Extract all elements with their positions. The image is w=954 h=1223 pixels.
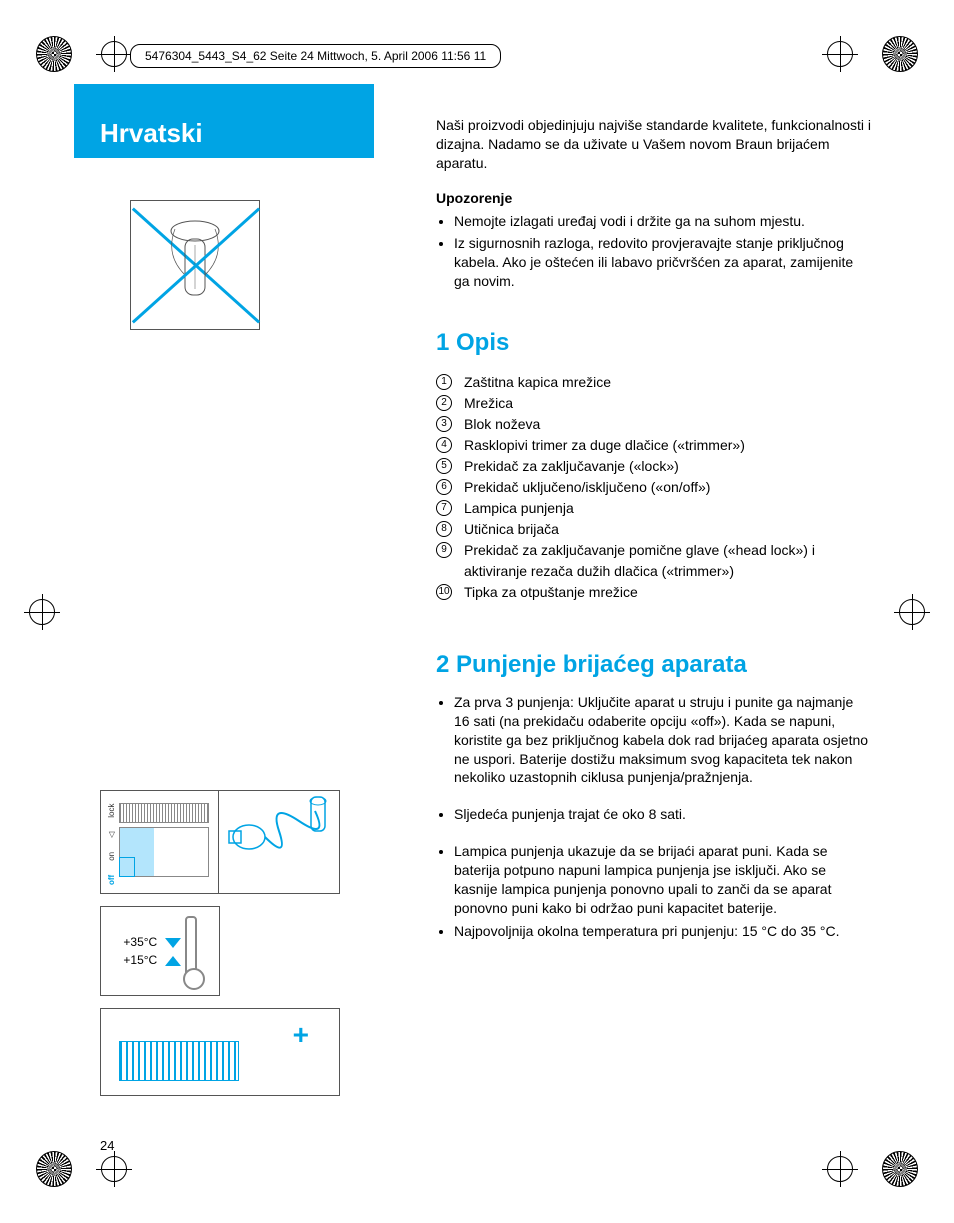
- crop-mark: [882, 1151, 918, 1187]
- description-item: 4 Rasklopivi trimer za duge dlačice («tri…: [436, 435, 872, 456]
- item-number: 9: [436, 542, 452, 558]
- item-number: 5: [436, 458, 452, 474]
- thermometer-icon: [185, 916, 197, 986]
- description-item: 2 Mrežica: [436, 393, 872, 414]
- figures-column: off on ◁ lock: [100, 200, 350, 342]
- item-text: Zaštitna kapica mrežice: [464, 372, 872, 393]
- charging-item: Sljedeća punjenja trajat će oko 8 sati.: [454, 805, 872, 824]
- warning-item: Nemojte izlagati uređaj vodi i držite ga…: [454, 212, 872, 231]
- arrow-up-icon: [165, 956, 181, 966]
- charge-led-figure: +: [100, 1008, 340, 1096]
- item-number: 8: [436, 521, 452, 537]
- item-text: Rasklopivi trimer za duge dlačice («trim…: [464, 435, 872, 456]
- crop-mark: [36, 1151, 72, 1187]
- warning-item: Iz sigurnosnih razloga, redovito provjer…: [454, 234, 872, 291]
- no-water-figure: [130, 200, 260, 330]
- main-content: Naši proizvodi objedinjuju najviše stand…: [436, 116, 872, 945]
- description-item: 3 Blok noževa: [436, 414, 872, 435]
- description-item: 5 Prekidač za zaključavanje («lock»): [436, 456, 872, 477]
- warnings-list: Nemojte izlagati uređaj vodi i držite ga…: [436, 212, 872, 292]
- description-item: 8 Utičnica brijača: [436, 519, 872, 540]
- registration-mark: [24, 594, 60, 630]
- item-number: 3: [436, 416, 452, 432]
- registration-mark: [96, 36, 132, 72]
- page-number: 24: [100, 1138, 114, 1153]
- temp-low-label: +15°C: [123, 953, 180, 967]
- section2-title: 2 Punjenje brijaćeg aparata: [436, 649, 872, 681]
- charging-item: Najpovoljnija okolna temperatura pri pun…: [454, 922, 872, 941]
- switch-lock-label: lock: [107, 803, 116, 817]
- description-list: 1 Zaštitna kapica mrežice 2 Mrežica 3 Blok no…: [436, 372, 872, 603]
- description-item: 1 Zaštitna kapica mrežice: [436, 372, 872, 393]
- registration-mark: [822, 36, 858, 72]
- registration-mark: [894, 594, 930, 630]
- intro-text: Naši proizvodi objedinjuju najviše stand…: [436, 116, 872, 173]
- description-item: 9 Prekidač za zaključavanje pomične glave…: [436, 540, 872, 582]
- description-item: 10 Tipka za otpuštanje mrežice: [436, 582, 872, 603]
- item-text: Lampica punjenja: [464, 498, 872, 519]
- arrow-down-icon: [165, 938, 181, 948]
- item-number: 6: [436, 479, 452, 495]
- charging-list: Za prva 3 punjenja: Uključite aparat u s…: [436, 693, 872, 941]
- charging-item: Lampica punjenja ukazuje da se brijaći a…: [454, 842, 872, 918]
- item-number: 10: [436, 584, 452, 600]
- temp-high-label: +35°C: [123, 935, 180, 949]
- item-text: Tipka za otpuštanje mrežice: [464, 582, 872, 603]
- switch-on-label: on: [107, 852, 116, 861]
- charging-item: Za prva 3 punjenja: Uključite aparat u s…: [454, 693, 872, 787]
- temperature-figure: +35°C +15°C: [100, 906, 220, 996]
- document-header: 5476304_5443_S4_62 Seite 24 Mittwoch, 5.…: [130, 44, 501, 68]
- item-number: 4: [436, 437, 452, 453]
- charging-figure: off on ◁ lock: [100, 790, 340, 894]
- item-text: Utičnica brijača: [464, 519, 872, 540]
- crop-mark: [882, 36, 918, 72]
- description-item: 6 Prekidač uključeno/isključeno («on/off»…: [436, 477, 872, 498]
- shaver-icon: [155, 215, 235, 315]
- item-number: 2: [436, 395, 452, 411]
- plug-cord-icon: [219, 791, 339, 891]
- item-text: Prekidač za zaključavanje pomične glave …: [464, 540, 872, 582]
- item-text: Prekidač za zaključavanje («lock»): [464, 456, 872, 477]
- plus-icon: +: [293, 1019, 309, 1051]
- hatched-pattern: [119, 1041, 239, 1081]
- warning-heading: Upozorenje: [436, 189, 872, 208]
- item-text: Mrežica: [464, 393, 872, 414]
- language-title: Hrvatski: [100, 118, 203, 149]
- item-number: 7: [436, 500, 452, 516]
- registration-mark: [822, 1151, 858, 1187]
- registration-mark: [96, 1151, 132, 1187]
- item-number: 1: [436, 374, 452, 390]
- switch-off-label: off: [107, 875, 116, 885]
- crop-mark: [36, 36, 72, 72]
- description-item: 7 Lampica punjenja: [436, 498, 872, 519]
- item-text: Blok noževa: [464, 414, 872, 435]
- item-text: Prekidač uključeno/isključeno («on/off»): [464, 477, 872, 498]
- section1-title: 1 Opis: [436, 327, 872, 359]
